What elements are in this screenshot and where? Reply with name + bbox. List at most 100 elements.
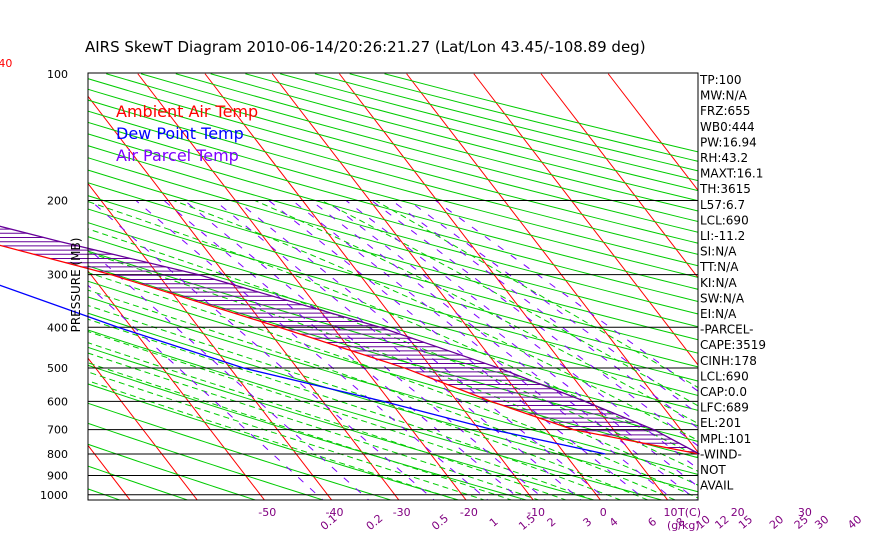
moist-adiabat-line [88,200,698,457]
index-label: MW:N/A [700,89,748,103]
moist-adiabat-line [88,251,698,486]
mixing-ratio-line [310,200,698,500]
dry-adiabat-line [88,312,698,493]
dry-adiabat-line [88,133,698,303]
plot-frame [87,72,699,501]
legend: Ambient Air Temp Dew Point Temp Air Parc… [116,102,258,165]
moist-adiabat-line [88,272,698,499]
mixing-ratio-line [435,200,698,392]
dry-adiabat-line [88,383,461,500]
index-label: L57:6.7 [700,198,745,212]
dry-adiabat-line [280,73,698,182]
index-label: FRZ:655 [700,104,750,118]
isotherm-line [88,270,266,500]
pressure-tick-label: 400 [47,321,68,334]
moist-adiabat-line [88,305,650,500]
moist-adiabat-line [88,318,622,500]
mixing-ratio-line [326,200,698,488]
dry-adiabat-line [88,88,698,255]
dry-adiabat-line [88,195,698,368]
dry-adiabat-line [88,250,698,427]
index-label: TH:3615 [699,182,751,196]
mixing-ratio-tick-label: 20 [767,513,786,532]
dry-adiabat-line [88,121,698,290]
mixing-ratio-line [236,200,609,500]
chart-title: AIRS SkewT Diagram 2010-06-14/20:26:21.2… [85,38,646,56]
moist-adiabat-line [88,330,595,500]
temp-tick-label: -10 [527,506,545,519]
index-label: WB0:444 [700,120,755,134]
pressure-tick-label: 600 [47,395,68,408]
index-label: LI:-11.2 [700,229,745,243]
mixing-ratio-line [88,247,370,500]
dewpoint-curve [0,284,606,455]
temp-tick-label: -50 [258,506,276,519]
pressure-tick-label: 1000 [40,489,68,502]
cape-hatch-layer [0,228,696,453]
y-axis-label: PRESSURE (MB) [69,238,83,333]
mixing-ratio-tick-label: 30 [812,513,831,532]
legend-dew-point: Dew Point Temp [116,124,244,143]
temp-tick-label: -40 [326,506,344,519]
index-label: CAP:0.0 [700,385,747,399]
dry-adiabat-line [88,329,664,500]
index-label: AVAIL [700,479,734,493]
series-layer [0,225,700,455]
pressure-axis: 100 200 300 400 500 600 700 800 900 1000 [40,68,68,502]
isotherm-line [540,73,698,279]
mixing-ratio-line [90,200,435,500]
index-label: SI:N/A [700,245,737,259]
mixing-ratio-tick-label: 0.2 [364,512,386,533]
index-label: PW:16.94 [700,135,757,149]
pressure-tick-label: 300 [47,269,68,282]
dry-adiabat-line [245,73,698,192]
index-label: -WIND- [700,447,742,461]
moist-adiabat-line [254,200,698,425]
mixing-ratio-line [292,200,675,500]
mixing-ratio-unit-label: (g/kg) [667,519,700,532]
mixing-ratio-tick-label: 2 [545,515,559,529]
mixing-ratio-tick-label: 12 [713,513,732,532]
moist-adiabat-line [88,380,459,500]
mixing-ratio-line [214,200,582,500]
dry-adiabat-line [88,222,698,397]
index-label: LFC:689 [700,401,749,415]
pressure-tick-label: 700 [47,424,68,437]
grid-layer [88,73,698,500]
mixing-ratio-tick-label: 1 [487,515,501,529]
index-label: LCL:690 [700,369,749,383]
temperature-axis: -50 -40 -30 -20 -10 0 10 20 30 [258,506,812,519]
dry-adiabat-line [210,73,698,202]
pressure-tick-label: 900 [47,470,68,483]
temp-tick-label: -20 [460,506,478,519]
mixing-ratio-tick-label: 6 [645,515,659,529]
moist-adiabat-line [173,200,698,441]
pressure-tick-label: 100 [47,68,68,81]
pressure-tick-label: 800 [47,448,68,461]
temperature-curve [0,244,700,455]
index-label: LCL:690 [700,213,749,227]
dry-adiabat-line [88,157,698,328]
dry-adiabat-line [88,296,698,475]
grid-lines [88,73,698,500]
mixing-ratio-line [371,200,698,447]
index-label: MAXT:16.1 [700,167,763,181]
index-label: CINH:178 [700,354,757,368]
dry-adiabat-line [88,364,529,500]
dry-adiabat-line [88,169,698,341]
mixing-ratio-line [135,200,489,500]
index-label: SW:N/A [700,291,745,305]
isotherm-line [88,182,333,500]
temp-tick-label: 30 [798,506,812,519]
legend-ambient-temp: Ambient Air Temp [116,102,258,121]
moist-adiabat-line [88,342,568,500]
dry-adiabat-line [88,182,698,354]
moist-adiabat-line [321,200,698,407]
temp-unit-label: T(C) [677,506,701,519]
isotherm-line [137,73,467,500]
top-temp-tick-label: -40 [0,57,12,70]
dry-adiabat-line [88,208,698,382]
index-label: EI:N/A [700,307,737,321]
mixing-ratio-tick-label: 3 [581,515,595,529]
